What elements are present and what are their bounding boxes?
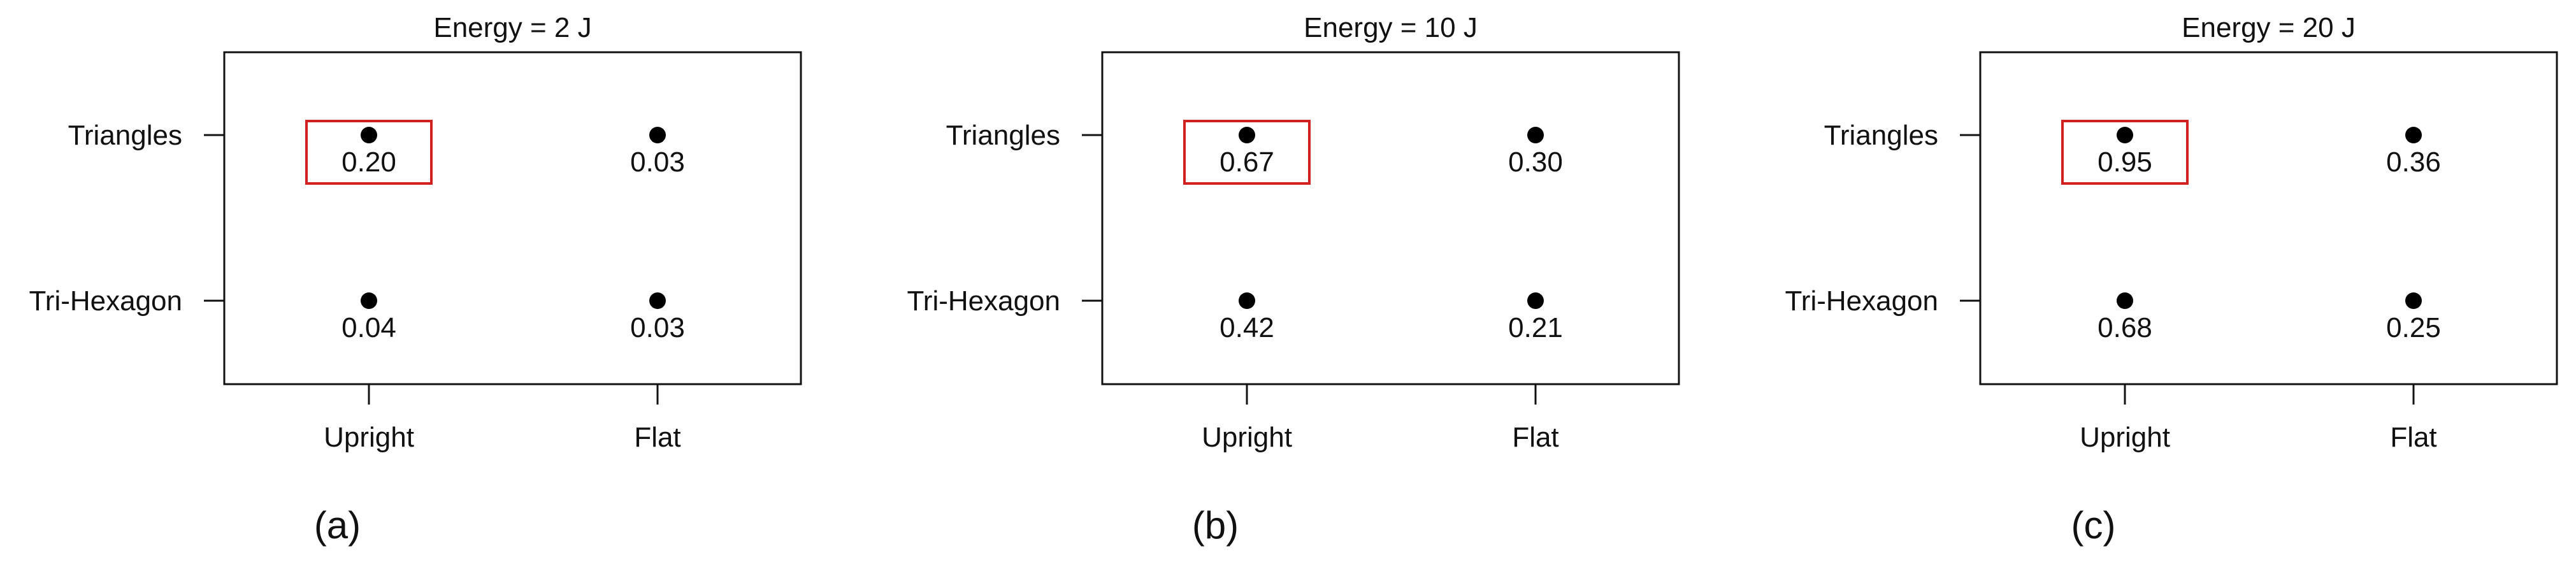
y-tick-label: Tri-Hexagon xyxy=(29,285,182,317)
y-tick-label: Triangles xyxy=(1824,120,1938,151)
data-label: 0.68 xyxy=(2097,312,2152,343)
data-point xyxy=(2117,292,2133,309)
chart-title: Energy = 2 J xyxy=(433,12,591,43)
data-label: 0.67 xyxy=(1220,147,1274,178)
x-tick-label: Flat xyxy=(634,422,680,453)
data-label: 0.36 xyxy=(2386,147,2441,178)
x-tick-label: Flat xyxy=(1512,422,1558,453)
chart-panel: Energy = 20 J Triangles Tri-Hexagon Upright… xyxy=(1785,12,2558,547)
data-point xyxy=(361,292,377,309)
data-point xyxy=(1527,127,1544,143)
data-point xyxy=(1527,292,1544,309)
data-point xyxy=(1239,127,1255,143)
data-label: 0.03 xyxy=(630,147,685,178)
data-point xyxy=(361,127,377,143)
chart-panel: Energy = 2 J Triangles Tri-Hexagon Upright F… xyxy=(29,12,802,547)
y-tick-label: Triangles xyxy=(68,120,182,151)
data-label: 0.95 xyxy=(2097,147,2152,178)
x-tick-label: Upright xyxy=(2080,422,2170,453)
y-tick-label: Tri-Hexagon xyxy=(1785,285,1938,317)
data-point xyxy=(2405,127,2422,143)
data-point xyxy=(2405,292,2422,309)
data-label: 0.25 xyxy=(2386,312,2441,343)
data-label: 0.21 xyxy=(1508,312,1563,343)
chart-title: Energy = 20 J xyxy=(2182,12,2356,43)
x-tick-label: Upright xyxy=(1202,422,1292,453)
y-tick-label: Tri-Hexagon xyxy=(907,285,1060,317)
chart-title: Energy = 10 J xyxy=(1304,12,1478,43)
panel-label: (b) xyxy=(1192,504,1239,547)
data-label: 0.20 xyxy=(342,147,396,178)
data-point xyxy=(649,127,666,143)
x-tick-label: Flat xyxy=(2390,422,2436,453)
data-label: 0.42 xyxy=(1220,312,1274,343)
data-label: 0.30 xyxy=(1508,147,1563,178)
data-label: 0.04 xyxy=(342,312,396,343)
plot-frame xyxy=(1101,51,1680,385)
plot-frame xyxy=(223,51,802,385)
x-tick-label: Upright xyxy=(324,422,414,453)
plot-frame xyxy=(1979,51,2558,385)
data-point xyxy=(1239,292,1255,309)
highlight-box xyxy=(305,120,433,185)
chart-panel: Energy = 10 J Triangles Tri-Hexagon Upright… xyxy=(907,12,1680,547)
panel-label: (c) xyxy=(2071,504,2116,547)
highlight-box xyxy=(1183,120,1311,185)
y-tick-label: Triangles xyxy=(946,120,1060,151)
data-point xyxy=(2117,127,2133,143)
panel-label: (a) xyxy=(314,504,361,547)
data-label: 0.03 xyxy=(630,312,685,343)
data-point xyxy=(649,292,666,309)
highlight-box xyxy=(2061,120,2189,185)
